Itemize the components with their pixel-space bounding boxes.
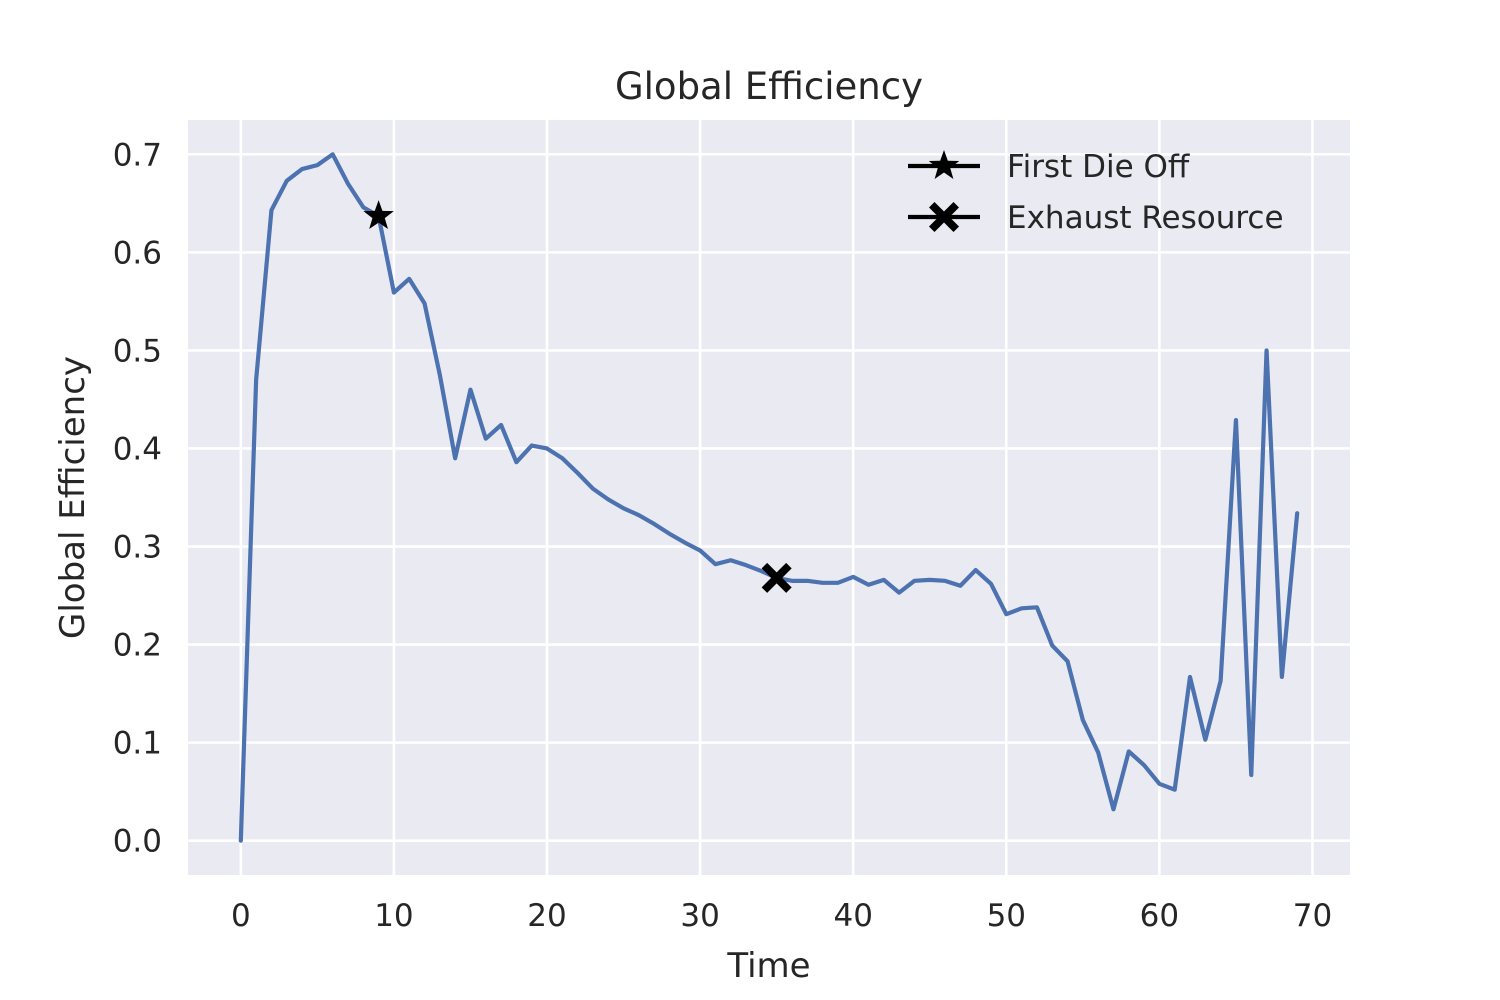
y-tick-label: 0.6 bbox=[113, 235, 162, 271]
legend-entry: Exhaust Resource bbox=[908, 200, 1284, 236]
y-axis-ticks: 0.0 0.1 0.2 0.3 0.4 0.5 0.6 0.7 bbox=[113, 137, 162, 859]
legend-entry: First Die Off bbox=[908, 149, 1190, 185]
x-tick-label: 40 bbox=[833, 898, 872, 934]
x-tick-label: 50 bbox=[987, 898, 1026, 934]
x-tick-label: 10 bbox=[374, 898, 413, 934]
y-axis-label: Global Efficiency bbox=[53, 356, 93, 639]
y-tick-label: 0.1 bbox=[113, 726, 162, 762]
x-tick-label: 20 bbox=[527, 898, 566, 934]
exhaust-resource-marker bbox=[761, 562, 792, 593]
marker-layer bbox=[363, 200, 792, 593]
plot-area bbox=[188, 120, 1350, 875]
x-tick-label: 30 bbox=[680, 898, 719, 934]
x-tick-label: 0 bbox=[231, 898, 251, 934]
legend-star-icon bbox=[928, 150, 960, 179]
x-tick-label: 60 bbox=[1140, 898, 1179, 934]
legend: First Die Off Exhaust Resource bbox=[908, 149, 1284, 236]
y-tick-label: 0.5 bbox=[113, 333, 162, 369]
y-tick-label: 0.4 bbox=[113, 431, 162, 467]
x-tick-label: 70 bbox=[1293, 898, 1332, 934]
legend-x-icon bbox=[929, 202, 959, 232]
chart-title: Global Efficiency bbox=[615, 65, 923, 108]
legend-label: Exhaust Resource bbox=[1007, 200, 1284, 236]
y-tick-label: 0.7 bbox=[113, 137, 162, 173]
y-tick-label: 0.2 bbox=[113, 628, 162, 664]
y-tick-label: 0.3 bbox=[113, 530, 162, 566]
x-axis-ticks: 0 10 20 30 40 50 60 70 bbox=[231, 898, 1332, 934]
x-axis-label: Time bbox=[726, 946, 810, 986]
legend-label: First Die Off bbox=[1007, 149, 1190, 185]
y-tick-label: 0.0 bbox=[113, 824, 162, 860]
grid-lines bbox=[188, 120, 1350, 875]
first-die-off-marker bbox=[363, 200, 394, 230]
